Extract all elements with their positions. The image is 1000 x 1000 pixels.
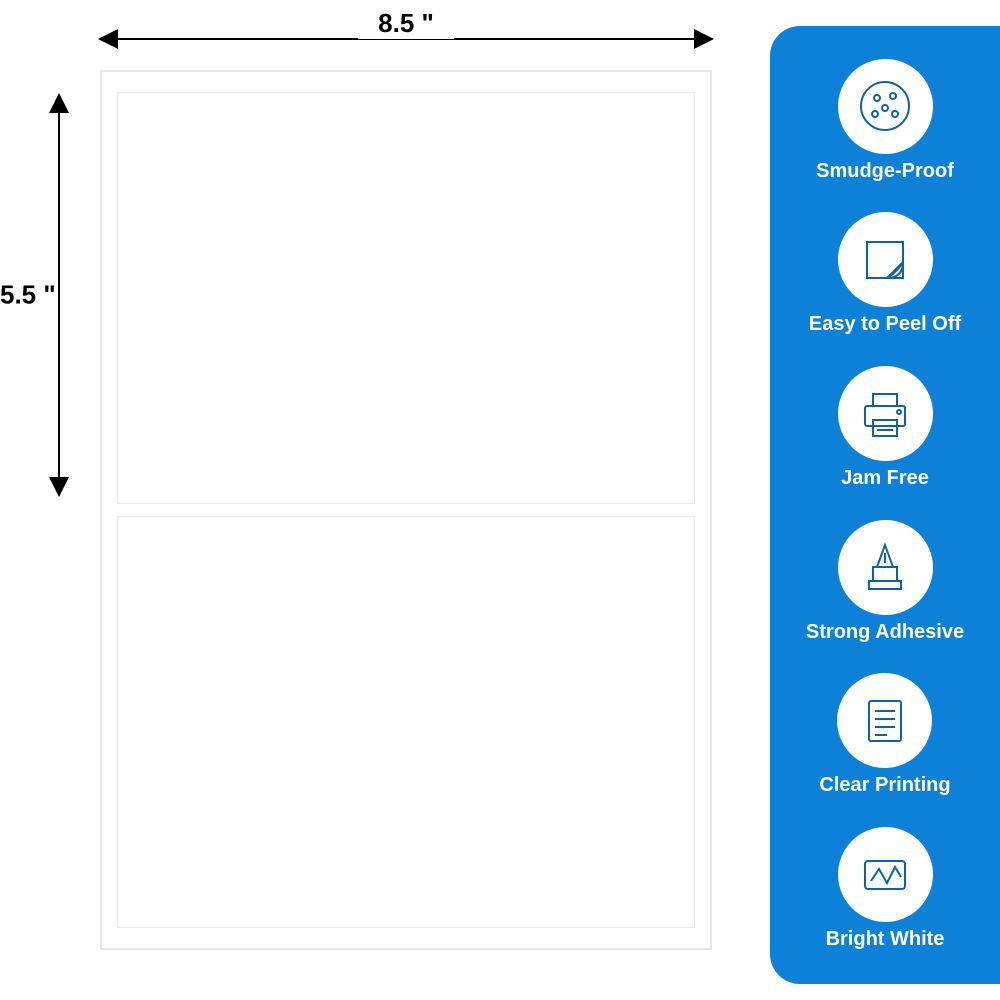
printer-icon: [838, 366, 933, 461]
product-infographic: 8.5 " 5.5 " Smudge-Proof Easy to Peel Off…: [0, 0, 1000, 1000]
feature-label: Clear Printing: [811, 774, 958, 797]
height-dimension-label: 5.5 ": [0, 260, 56, 331]
smudge-proof-icon: [838, 59, 933, 154]
feature-panel: Smudge-Proof Easy to Peel Off Jam Free Stro…: [770, 26, 1000, 984]
width-dimension-label: 8.5 ": [358, 8, 454, 39]
feature-item: Clear Printing: [811, 673, 958, 797]
arrow-down-icon: [49, 477, 69, 497]
height-dimension-line: [58, 95, 60, 495]
feature-label: Jam Free: [833, 467, 937, 490]
label-panel-bottom: [117, 516, 695, 928]
feature-label: Strong Adhesive: [798, 621, 972, 644]
width-dimension: 8.5 ": [100, 18, 712, 58]
feature-label: Smudge-Proof: [808, 160, 962, 183]
feature-item: Smudge-Proof: [808, 59, 962, 183]
adhesive-icon: [838, 520, 933, 615]
feature-label: Bright White: [818, 928, 953, 951]
arrow-left-icon: [98, 29, 118, 49]
bright-white-icon: [838, 827, 933, 922]
label-panel-top: [117, 92, 695, 504]
feature-item: Strong Adhesive: [798, 520, 972, 644]
document-icon: [837, 673, 932, 768]
label-sheet: [100, 70, 712, 950]
peel-off-icon: [838, 212, 933, 307]
feature-item: Jam Free: [833, 366, 937, 490]
height-dimension: 5.5 ": [38, 95, 78, 495]
feature-label: Easy to Peel Off: [801, 313, 969, 336]
feature-item: Easy to Peel Off: [801, 212, 969, 336]
arrow-right-icon: [694, 29, 714, 49]
arrow-up-icon: [49, 93, 69, 113]
feature-item: Bright White: [818, 827, 953, 951]
